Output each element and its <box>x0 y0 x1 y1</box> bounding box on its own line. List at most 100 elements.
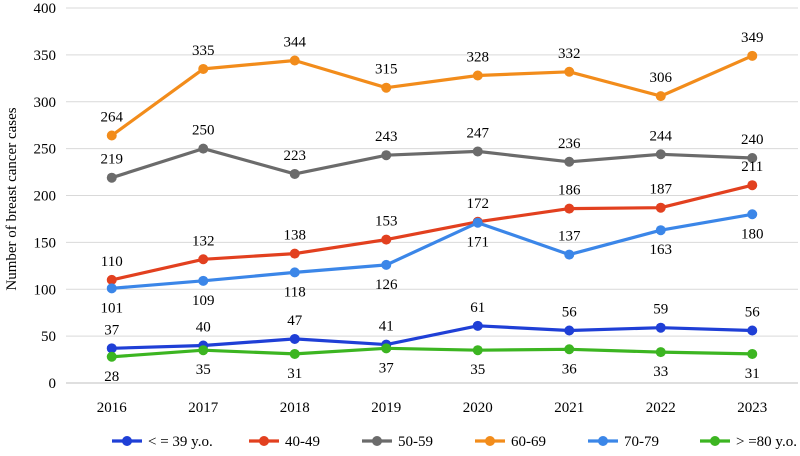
data-label: 344 <box>284 35 307 51</box>
legend-label: > =80 y.o. <box>736 434 797 450</box>
data-point <box>472 345 483 356</box>
x-tick-label: 2016 <box>97 400 128 416</box>
data-point <box>198 345 209 356</box>
data-label: 138 <box>284 228 307 244</box>
data-point <box>472 320 483 331</box>
data-label: 247 <box>467 125 490 141</box>
series-line <box>111 324 753 350</box>
data-point <box>655 202 666 213</box>
series-lines <box>106 50 758 362</box>
data-label: 332 <box>558 46 581 62</box>
data-point <box>747 209 758 220</box>
data-label: 40 <box>196 320 211 336</box>
data-label: 244 <box>650 128 673 144</box>
x-tick-label: 2020 <box>463 400 493 416</box>
data-point <box>289 168 300 179</box>
x-tick-label: 2018 <box>280 400 310 416</box>
data-point <box>564 203 575 214</box>
data-label: 187 <box>650 182 673 198</box>
legend-marker <box>259 436 269 446</box>
x-tick-label: 2021 <box>554 400 584 416</box>
data-label: 31 <box>745 366 760 382</box>
legend-marker <box>598 436 608 446</box>
data-point <box>472 217 483 228</box>
data-label: 186 <box>558 183 581 199</box>
y-tick-label: 0 <box>49 376 57 392</box>
axes: 0 50 100 150 200 250 300 350 400 2016 2017 2018 2019… <box>34 1 798 416</box>
data-label: 349 <box>741 30 764 46</box>
data-point <box>655 322 666 333</box>
data-point <box>381 343 392 354</box>
data-point <box>289 333 300 344</box>
data-point <box>106 130 117 141</box>
data-label: 28 <box>104 369 119 385</box>
data-label: 180 <box>741 226 764 242</box>
data-label: 126 <box>375 277 398 293</box>
data-label: 264 <box>101 110 124 126</box>
data-point <box>747 153 758 163</box>
x-tick-label: 2023 <box>737 400 767 416</box>
y-tick-label: 250 <box>34 142 57 158</box>
data-label: 223 <box>284 148 307 164</box>
data-label: 61 <box>470 300 485 316</box>
data-label: 153 <box>375 214 398 230</box>
data-point <box>106 172 117 183</box>
y-tick-label: 350 <box>34 48 57 64</box>
data-label: 171 <box>467 235 490 251</box>
data-point <box>198 254 209 265</box>
y-tick-label: 400 <box>34 1 57 17</box>
data-point <box>564 325 575 336</box>
y-tick-label: 200 <box>34 189 57 205</box>
data-label: 37 <box>104 322 120 338</box>
legend-marker <box>485 436 495 446</box>
data-point <box>381 82 392 93</box>
data-label: 56 <box>562 305 578 321</box>
data-point <box>655 347 666 358</box>
y-tick-label: 300 <box>34 95 57 111</box>
data-label: 306 <box>650 70 673 86</box>
data-label: 110 <box>101 254 123 270</box>
data-point <box>289 267 300 278</box>
data-point <box>564 66 575 77</box>
data-label: 35 <box>196 362 211 378</box>
x-tick-label: 2017 <box>188 400 219 416</box>
x-tick-label: 2022 <box>646 400 676 416</box>
data-label: 118 <box>284 284 306 300</box>
series-line <box>111 183 753 282</box>
data-point <box>747 180 758 191</box>
x-tick-label: 2019 <box>371 400 401 416</box>
legend-label: 50-59 <box>398 434 433 450</box>
data-point <box>106 351 117 362</box>
data-label: 101 <box>101 300 124 316</box>
data-point <box>381 259 392 270</box>
data-point <box>655 91 666 102</box>
series-line <box>111 147 753 180</box>
data-point <box>381 234 392 245</box>
data-point <box>106 283 117 294</box>
data-label: 59 <box>653 302 668 318</box>
series-line <box>111 212 753 290</box>
y-axis-title: Number of breast cancer cases <box>4 107 20 290</box>
data-label: 31 <box>287 366 302 382</box>
data-point <box>198 143 209 154</box>
data-point <box>198 63 209 74</box>
data-point <box>289 55 300 66</box>
data-point <box>655 149 666 160</box>
data-label: 36 <box>562 361 578 377</box>
legend-marker <box>710 436 720 446</box>
data-point <box>289 348 300 359</box>
data-label: 35 <box>470 362 485 378</box>
data-label: 33 <box>653 364 668 380</box>
legend-marker <box>122 436 132 446</box>
gridlines <box>66 7 798 384</box>
data-point <box>106 274 117 285</box>
series-line <box>110 54 753 137</box>
data-point <box>564 249 575 260</box>
data-point <box>655 225 666 236</box>
data-label: 315 <box>375 62 398 78</box>
y-tick-label: 150 <box>34 235 57 251</box>
data-point <box>747 348 758 359</box>
data-label: 328 <box>467 50 490 66</box>
